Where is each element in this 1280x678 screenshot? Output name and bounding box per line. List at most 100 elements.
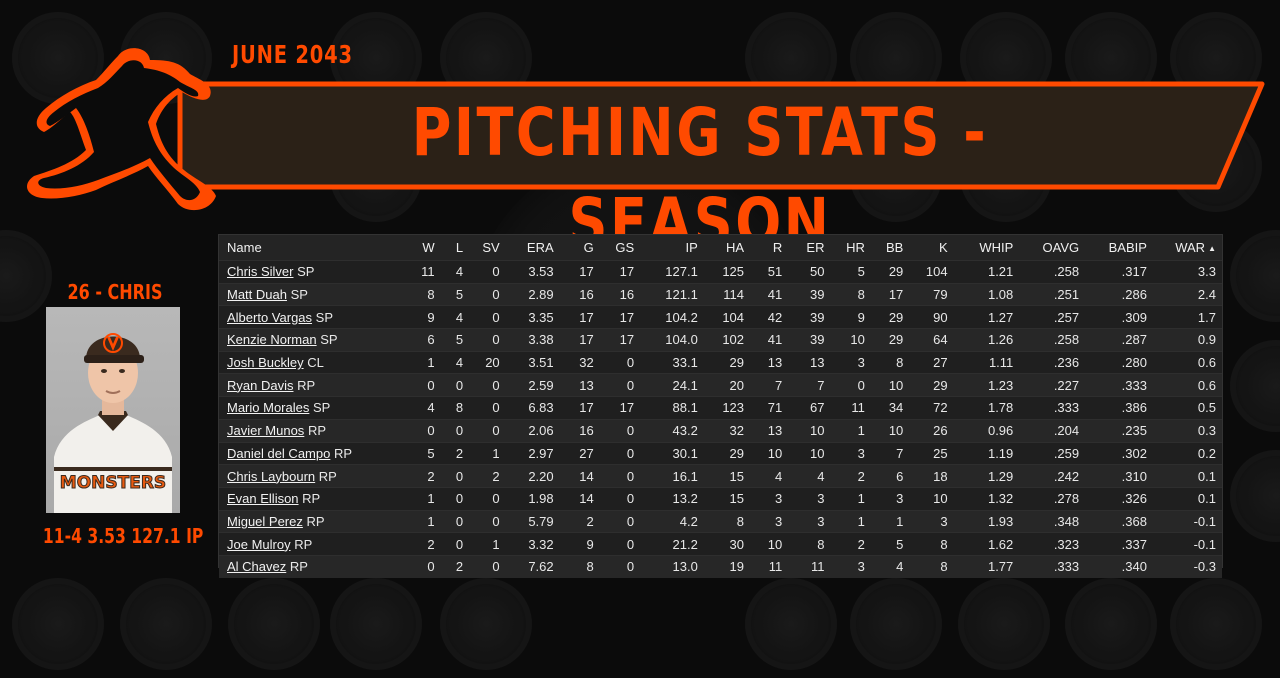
player-name-link[interactable]: Kenzie Norman — [227, 332, 317, 348]
stat-cell-g: 2 — [553, 509, 594, 533]
stat-cell-hr: 2 — [824, 464, 865, 488]
column-header-label: ER — [806, 240, 825, 255]
column-header-sv[interactable]: SV — [463, 235, 500, 261]
stat-cell-g: 14 — [553, 464, 594, 488]
stat-cell-ha: 114 — [697, 282, 745, 306]
column-header-whip[interactable]: WHIP — [947, 235, 1014, 261]
stat-cell-g: 16 — [553, 418, 594, 442]
column-header-r[interactable]: R — [744, 235, 783, 261]
stat-cell-war: 0.1 — [1146, 464, 1222, 488]
team-logo — [330, 578, 422, 670]
stat-cell-babip: .326 — [1079, 486, 1147, 511]
stat-cell-g: 17 — [553, 260, 594, 284]
column-header-hr[interactable]: HR — [824, 235, 865, 261]
player-name-link[interactable]: Alberto Vargas — [227, 309, 313, 325]
player-name-link[interactable]: Miguel Perez — [227, 513, 303, 529]
stat-cell-era: 3.32 — [499, 532, 554, 556]
column-header-babip[interactable]: BABIP — [1079, 235, 1147, 261]
stat-cell-er: 39 — [782, 305, 825, 329]
stat-cell-sv: 0 — [463, 509, 500, 533]
stat-cell-ha: 123 — [697, 396, 745, 420]
stat-cell-whip: 1.62 — [947, 532, 1014, 556]
stat-cell-era: 5.79 — [499, 509, 554, 533]
stat-cell-r: 51 — [744, 260, 783, 284]
featured-player-statline: 11-4 3.53 127.1 IP — [42, 524, 204, 548]
column-header-label: L — [455, 240, 464, 255]
stat-cell-l: 8 — [434, 396, 464, 420]
stat-cell-sv: 0 — [463, 282, 500, 306]
column-header-er[interactable]: ER — [782, 235, 825, 261]
column-header-era[interactable]: ERA — [499, 235, 554, 261]
stat-cell-k: 79 — [903, 282, 948, 306]
column-header-label: WHIP — [979, 240, 1014, 255]
stat-cell-er: 39 — [782, 328, 825, 352]
stat-cell-l: 2 — [434, 441, 464, 465]
stat-cell-r: 42 — [744, 305, 783, 329]
stat-cell-war: 0.1 — [1146, 486, 1222, 511]
stat-cell-hr: 9 — [824, 305, 865, 329]
stat-cell-gs: 0 — [593, 486, 635, 511]
player-name-link[interactable]: Josh Buckley — [227, 355, 304, 371]
player-position: SP — [315, 309, 333, 325]
stat-cell-w: 0 — [405, 418, 435, 442]
column-header-ip[interactable]: IP — [634, 235, 698, 261]
column-header-w[interactable]: W — [405, 235, 435, 261]
stat-cell-k: 8 — [903, 532, 948, 556]
stat-cell-ha: 15 — [697, 486, 745, 511]
column-header-k[interactable]: K — [903, 235, 948, 261]
player-cell: Josh Buckley CL — [219, 350, 406, 374]
stat-cell-k: 64 — [903, 328, 948, 352]
stat-cell-g: 16 — [553, 282, 594, 306]
column-header-gs[interactable]: GS — [593, 235, 635, 261]
stat-cell-ip: 43.2 — [634, 418, 698, 442]
column-header-ha[interactable]: HA — [697, 235, 745, 261]
stat-cell-ha: 29 — [697, 441, 745, 465]
column-header-label: HR — [846, 240, 865, 255]
column-header-war[interactable]: WAR ▲ — [1146, 235, 1222, 261]
player-name-link[interactable]: Chris Silver — [227, 264, 294, 280]
column-header-label: BB — [885, 240, 904, 255]
stat-cell-r: 4 — [744, 464, 783, 488]
column-header-label: R — [772, 240, 783, 255]
player-name-link[interactable]: Chris Laybourn — [227, 468, 316, 484]
player-name-link[interactable]: Ryan Davis — [227, 377, 294, 393]
team-logo — [1170, 578, 1262, 670]
stat-cell-l: 0 — [434, 464, 464, 488]
column-header-bb[interactable]: BB — [864, 235, 904, 261]
player-name-link[interactable]: Al Chavez — [227, 559, 287, 575]
player-name-link[interactable]: Matt Duah — [227, 287, 287, 303]
stat-cell-gs: 0 — [593, 418, 635, 442]
player-name-link[interactable]: Joe Mulroy — [227, 536, 291, 552]
player-name-link[interactable]: Javier Munos — [227, 423, 305, 439]
stat-cell-er: 8 — [782, 532, 825, 556]
stat-cell-era: 6.83 — [499, 396, 554, 420]
stat-cell-sv: 0 — [463, 305, 500, 329]
player-cell: Daniel del Campo RP — [219, 441, 406, 465]
table-row: Matt Duah SP 8 5 0 2.89 16 16 121.1 114 41 39 8 17 79… — [219, 282, 1222, 306]
stat-cell-k: 72 — [903, 396, 948, 420]
stat-cell-whip: 1.08 — [947, 282, 1014, 306]
stat-cell-g: 32 — [553, 350, 594, 374]
player-cell: Mario Morales SP — [219, 396, 406, 420]
stat-cell-babip: .310 — [1079, 464, 1147, 488]
player-cell: Joe Mulroy RP — [219, 532, 406, 556]
player-name-link[interactable]: Evan Ellison — [227, 491, 299, 507]
stat-cell-l: 2 — [434, 554, 464, 578]
column-header-oavg[interactable]: OAVG — [1013, 235, 1080, 261]
stat-cell-g: 9 — [553, 532, 594, 556]
stat-cell-ha: 102 — [697, 328, 745, 352]
stat-cell-k: 29 — [903, 373, 948, 397]
stat-cell-oavg: .257 — [1013, 305, 1080, 329]
stat-cell-ha: 15 — [697, 464, 745, 488]
stat-cell-era: 2.59 — [499, 373, 554, 397]
stat-cell-oavg: .348 — [1013, 509, 1080, 533]
stat-cell-ip: 16.1 — [634, 464, 698, 488]
player-name-link[interactable]: Daniel del Campo — [227, 445, 331, 461]
column-header-g[interactable]: G — [553, 235, 594, 261]
stat-cell-l: 0 — [434, 509, 464, 533]
player-name-link[interactable]: Mario Morales — [227, 400, 310, 416]
stat-cell-sv: 0 — [463, 554, 500, 578]
stat-cell-l: 4 — [434, 350, 464, 374]
column-header-name[interactable]: Name — [219, 235, 406, 261]
column-header-l[interactable]: L — [434, 235, 464, 261]
